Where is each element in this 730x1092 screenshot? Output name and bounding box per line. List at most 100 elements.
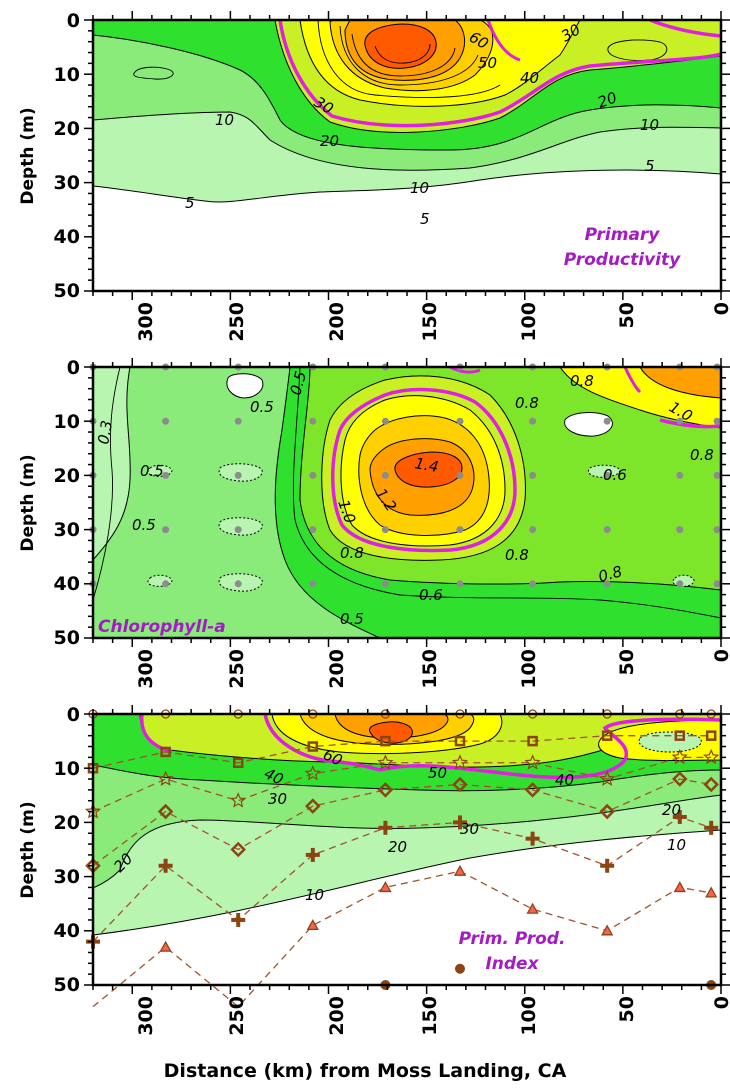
contour-label: 20 [595, 88, 619, 111]
contour-label: 0.5 [250, 398, 274, 416]
y-tick-label: 20 [54, 812, 80, 834]
x-axis-title: Distance (km) from Moss Landing, CA [163, 1060, 567, 1082]
contour-label: 30 [268, 790, 287, 808]
y-tick-label: 50 [54, 627, 80, 649]
y-tick-label: 10 [54, 411, 80, 433]
contour-lines-chl [93, 367, 721, 619]
x-tick-label: 250 [226, 302, 248, 342]
series-marker [230, 841, 246, 858]
series-marker [705, 886, 718, 898]
y-tick-labels: 0 10 20 30 40 50 [54, 10, 80, 302]
x-tick-label: 50 [616, 649, 638, 675]
contour-minimum-right [638, 731, 702, 753]
y-axis-title: Depth (m) [18, 801, 38, 898]
contour-40-highlight [139, 714, 173, 754]
sample-point [162, 471, 170, 479]
contour-label: 5 [420, 210, 430, 228]
series-marker [304, 765, 321, 781]
sample-point [676, 526, 684, 534]
panel-primary-productivity: Depth (m) 0 10 20 30 40 50 300 250 200 1… [18, 10, 730, 342]
contour-label: 0.8 [515, 394, 539, 412]
contour-label: 30 [460, 820, 479, 838]
series-marker [703, 748, 720, 765]
sample-point [529, 417, 537, 425]
sample-point [234, 580, 242, 588]
series-marker [453, 864, 467, 876]
sample-point [456, 526, 464, 534]
series-marker [157, 803, 174, 820]
series-marker [671, 748, 688, 765]
sample-point [456, 580, 464, 588]
series-marker [599, 803, 615, 820]
series-line [92, 816, 712, 943]
sample-point [381, 526, 389, 534]
sample-point [162, 526, 170, 534]
contour-label: 20 [388, 838, 407, 856]
contour-label: 10 [305, 886, 324, 904]
x-tick-label: 50 [616, 302, 638, 328]
sample-point [603, 471, 611, 479]
sample-point [713, 526, 721, 534]
y-axis-title: Depth (m) [18, 454, 38, 551]
contour-top-highlight-right [623, 367, 642, 394]
x-tick-label: 200 [326, 302, 348, 342]
contour-1-0-highlight-right [659, 418, 721, 429]
x-tick-label: 200 [326, 996, 348, 1036]
contour-label: 0.5 [340, 610, 364, 628]
series-marker [601, 730, 613, 741]
sample-point [234, 417, 242, 425]
sample-point [529, 580, 537, 588]
sample-point [309, 580, 317, 588]
series-marker [157, 770, 174, 786]
contour-label: 0.5 [140, 462, 164, 480]
series-line [92, 735, 712, 769]
contour-label: 0.6 [419, 586, 443, 604]
y-tick-label: 30 [54, 866, 80, 888]
series-marker [380, 735, 391, 747]
y-axis-title: Depth (m) [18, 107, 38, 204]
contour-label: 0.8 [570, 372, 594, 390]
series-marker [379, 881, 392, 893]
x-tick-label: 150 [419, 996, 441, 1036]
x-tick-label: 300 [135, 649, 157, 689]
series-marker [451, 754, 469, 770]
contour-30-highlight [278, 20, 721, 128]
y-tick-label: 40 [54, 226, 80, 248]
contour-label: 5 [645, 157, 655, 175]
series-marker [230, 792, 247, 808]
sample-point [234, 526, 242, 534]
series-marker [705, 730, 717, 741]
contour-label: 10 [667, 836, 686, 854]
contour-1-0-highlight [331, 387, 517, 553]
series-marker [673, 881, 686, 893]
sample-point [713, 471, 721, 479]
contour-label: 5 [185, 194, 195, 212]
contour-label: 10 [215, 111, 234, 129]
contour-label: 0.8 [596, 562, 624, 586]
series-marker [703, 776, 719, 793]
x-tick-label: 250 [226, 996, 248, 1036]
sample-point [309, 526, 317, 534]
series-marker [377, 782, 394, 798]
x-tick-label: 100 [518, 649, 540, 689]
sample-point [381, 471, 389, 479]
contour-highlight-right [649, 20, 721, 38]
y-tick-label: 10 [54, 758, 80, 780]
contour-label: 0.8 [690, 446, 714, 464]
series-marker [527, 735, 538, 747]
sample-point [603, 417, 611, 425]
sample-point [676, 417, 684, 425]
sample-point [381, 580, 389, 588]
x-tick-label: 0 [711, 649, 730, 662]
series-marker [672, 771, 688, 787]
contour-labels: 0.3 0.5 0.5 0.5 0.5 1.4 1.2 1.0 0.8 0.8 … [94, 369, 714, 628]
contour-label: 0.5 [286, 369, 310, 397]
y-tick-label: 20 [54, 465, 80, 487]
y-tick-label: 20 [54, 118, 80, 140]
sample-point [309, 417, 317, 425]
x-tick-labels: 300 250 200 150 100 50 0 [135, 649, 730, 689]
contour-label: 0.8 [340, 544, 364, 562]
contour-label: 50 [478, 54, 497, 72]
y-tick-label: 0 [67, 10, 80, 32]
